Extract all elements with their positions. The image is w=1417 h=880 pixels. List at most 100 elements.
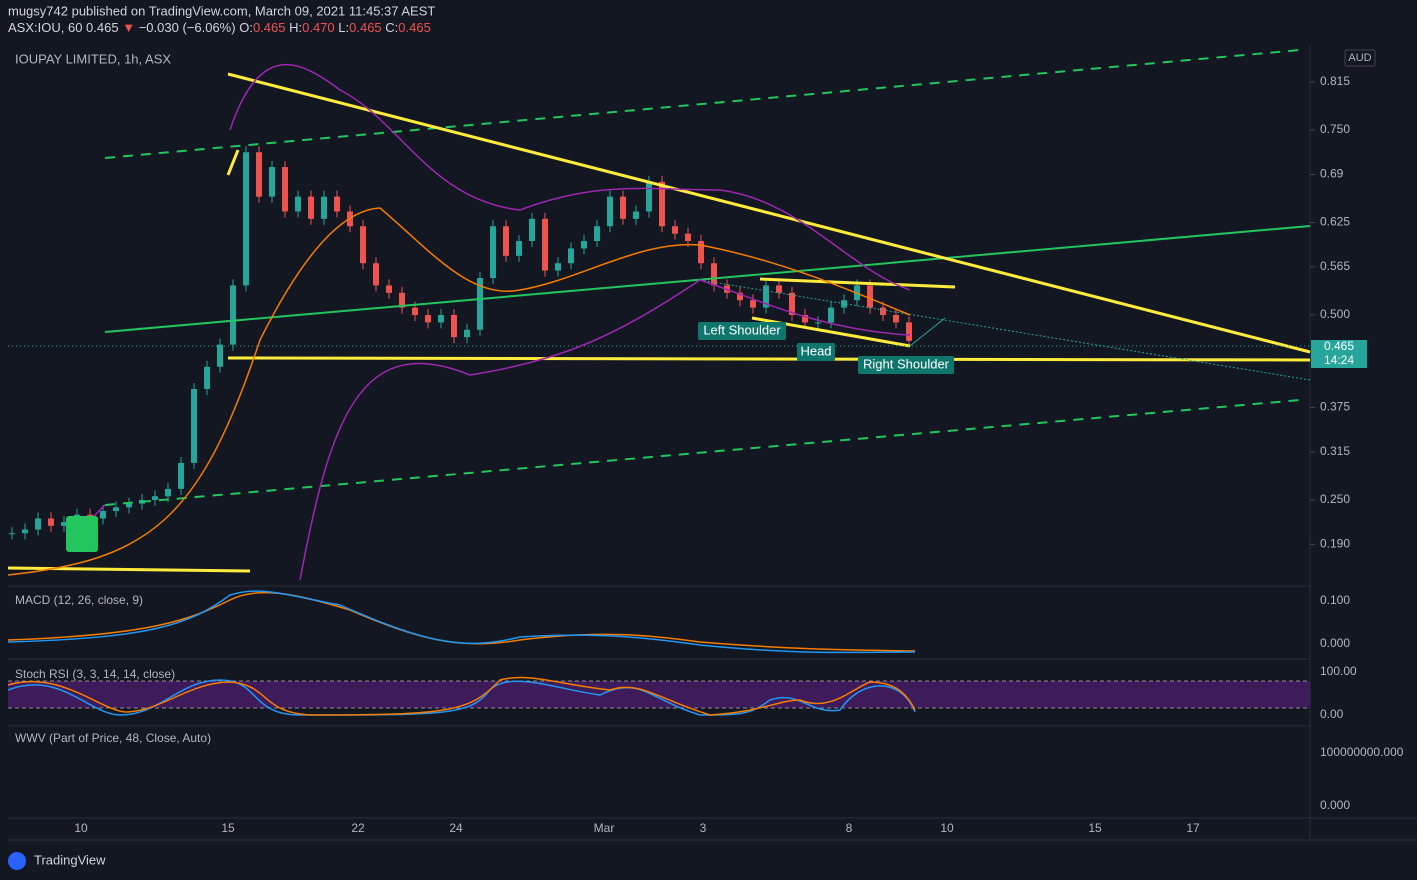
candle (607, 196, 613, 227)
candle (48, 518, 54, 526)
candle (620, 196, 626, 219)
l: 0.465 (349, 20, 382, 35)
candle (685, 233, 691, 242)
candle (178, 462, 184, 489)
y-tick-label: 0.565 (1320, 259, 1350, 273)
currency-box (1344, 49, 1376, 67)
indicator-scale: 0.000 (1320, 798, 1350, 812)
y-tick-label: 0.815 (1320, 74, 1350, 88)
candle (282, 167, 288, 212)
indicator-panes (7, 590, 1310, 716)
x-tick-label: 8 (846, 821, 853, 835)
x-tick-label: Mar (594, 821, 615, 835)
indicator-scale: 0.00 (1320, 707, 1344, 721)
y-tick-label: 0.375 (1320, 400, 1350, 414)
candle (789, 292, 795, 315)
y-tick-label: 0.315 (1320, 444, 1350, 458)
y-tick-label: 0.250 (1320, 492, 1350, 506)
indicator-scale: 100.00 (1320, 664, 1357, 678)
candle (581, 241, 587, 249)
arrow: ▼ (122, 20, 135, 35)
h-label: H: (289, 20, 302, 35)
candle (516, 241, 522, 256)
candle (100, 511, 106, 519)
candle (529, 218, 535, 242)
c: 0.465 (398, 20, 431, 35)
candle (152, 496, 158, 500)
candle (750, 300, 756, 308)
y-tick-label: 0.69 (1320, 167, 1344, 181)
candle (815, 322, 821, 324)
x-tick-label: 22 (351, 821, 365, 835)
price-tag-value: 0.465 (1324, 339, 1354, 353)
candle (230, 285, 236, 345)
price-tag (1311, 340, 1367, 368)
candle (360, 226, 366, 264)
candle (35, 518, 41, 530)
candle (191, 388, 197, 463)
candle (438, 315, 444, 323)
change: −0.030 (−6.06%) (139, 20, 236, 35)
candle (334, 196, 340, 212)
candle (321, 196, 327, 219)
candles (9, 146, 912, 540)
candle (256, 152, 262, 197)
candle (204, 366, 210, 389)
candle (672, 226, 678, 234)
candle (373, 263, 379, 286)
annotation: Right Shoulder (863, 356, 950, 371)
candle (802, 315, 808, 323)
candle (451, 315, 457, 338)
x-tick-label: 17 (1186, 821, 1200, 835)
symbol: ASX:IOU, 60 (8, 20, 82, 35)
y-tick-label: 0.750 (1320, 122, 1350, 136)
currency: AUD (1348, 52, 1371, 64)
x-tick-label: 15 (221, 821, 235, 835)
indicator-title: Stoch RSI (3, 3, 14, 14, close) (15, 667, 175, 681)
indicator-scale: 0.000 (1320, 636, 1350, 650)
candle (503, 226, 509, 256)
candle (542, 218, 548, 271)
y-tick-label: 0.625 (1320, 215, 1350, 229)
candle (828, 307, 834, 323)
annotation: Head (800, 343, 831, 358)
candle (425, 315, 431, 323)
candle (61, 522, 67, 526)
candle (594, 226, 600, 242)
candle (308, 196, 314, 219)
countdown: 14:24 (1324, 353, 1354, 367)
indicator-scale: 100000000.000 (1320, 745, 1404, 759)
candle (113, 507, 119, 512)
candle (490, 226, 496, 279)
indicator-scale: 0.100 (1320, 593, 1350, 607)
x-tick-label: 24 (449, 821, 463, 835)
candle (243, 152, 249, 286)
candle (633, 211, 639, 219)
x-tick-label: 15 (1088, 821, 1102, 835)
o-label: O: (239, 20, 253, 35)
candle (386, 285, 392, 293)
y-tick-label: 0.500 (1320, 307, 1350, 321)
candle (269, 167, 275, 197)
indicator-title: WWV (Part of Price, 48, Close, Auto) (15, 731, 211, 745)
quote: ASX:IOU, 60 0.465 ▼ −0.030 (−6.06%) O: 0.… (8, 20, 431, 35)
candle (867, 285, 873, 308)
candle (22, 529, 28, 534)
pattern-labels: Left Shoulder Head Right Shoulder (698, 322, 954, 374)
drawings (7, 49, 1311, 581)
x-tick-label: 3 (700, 821, 707, 835)
x-tick-label: 10 (74, 821, 88, 835)
logo (8, 852, 26, 870)
x-tick-label: 10 (940, 821, 954, 835)
l-label: L: (338, 20, 349, 35)
brand: TradingView (34, 852, 106, 867)
last: 0.465 (86, 20, 119, 35)
candle (412, 307, 418, 315)
pane-borders (8, 45, 1417, 841)
candle (763, 285, 769, 308)
candle (659, 181, 665, 227)
c-label: C: (385, 20, 398, 35)
annotation: Left Shoulder (703, 322, 781, 337)
